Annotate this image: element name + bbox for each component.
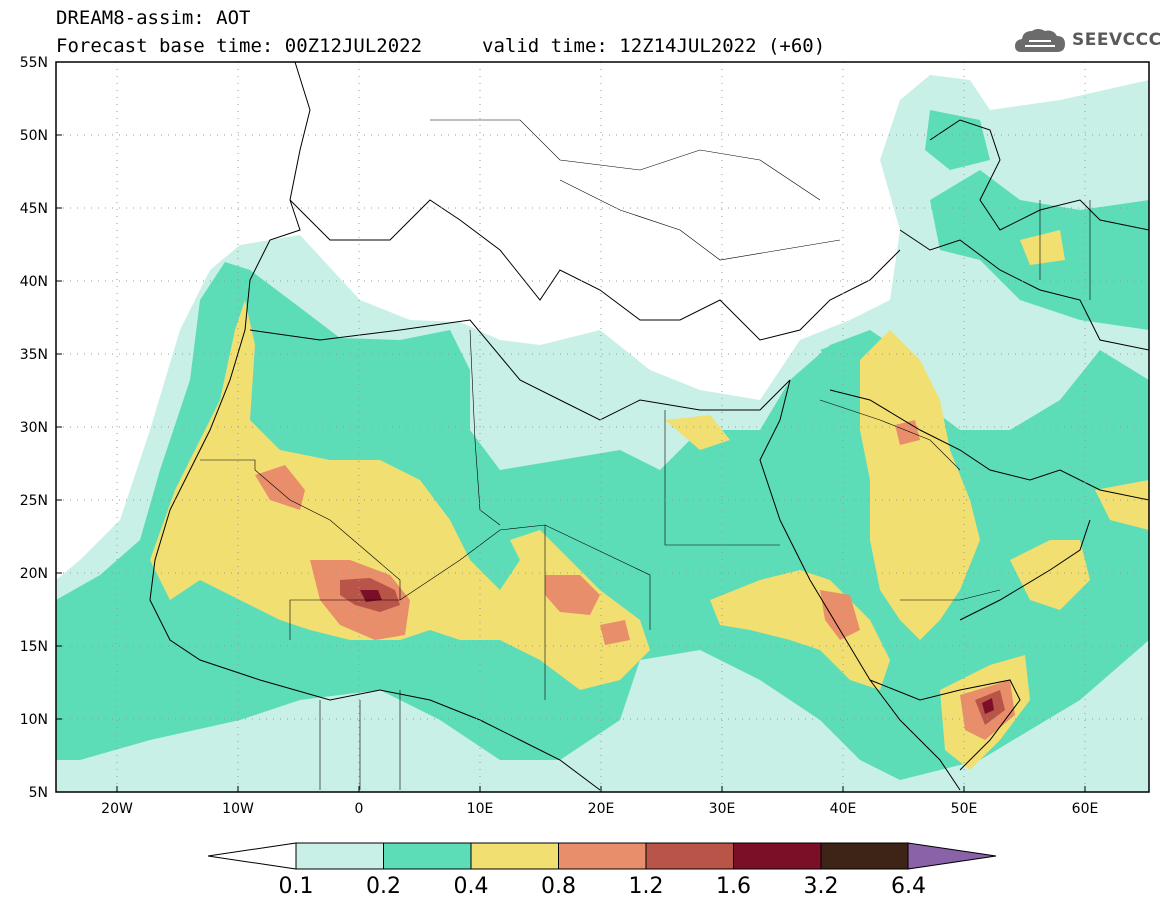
lon-label-20w: 20W — [101, 801, 133, 817]
longitude-labels: 20W 10W 0 10E 20E 30E 40E 50E 60E — [101, 801, 1098, 817]
colorbar-label: 6.4 — [891, 874, 926, 899]
lon-label-10e: 10E — [467, 801, 494, 817]
colorbar-labels: 0.1 0.2 0.4 0.8 1.2 1.6 3.2 6.4 — [279, 874, 927, 899]
map-title: DREAM8-assim: AOT — [56, 7, 251, 29]
colorbar-box-5 — [645, 842, 734, 870]
lat-label-40n: 40N — [20, 274, 48, 290]
cloud-icon — [1015, 29, 1065, 52]
aot-level-1-6 — [360, 590, 994, 714]
colorbar-label: 3.2 — [804, 874, 839, 899]
lat-label-25n: 25N — [20, 493, 48, 509]
lat-label-15n: 15N — [20, 639, 48, 655]
colorbar-label: 0.4 — [454, 874, 489, 899]
lon-label-40e: 40E — [830, 801, 857, 817]
colorbar-box-3 — [470, 842, 559, 870]
seevccc-logo — [1015, 29, 1065, 52]
colorbar-box-2 — [383, 842, 472, 870]
axis-ticks — [56, 134, 1086, 792]
colorbar-low-arrow — [207, 842, 297, 870]
graticule — [56, 62, 1149, 792]
lon-label-20e: 20E — [588, 801, 615, 817]
lat-label-20n: 20N — [20, 566, 48, 582]
colorbar-high-arrow — [907, 842, 997, 870]
colorbar-label: 0.2 — [366, 874, 401, 899]
coastlines — [149, 62, 1149, 791]
lat-label-30n: 30N — [20, 420, 48, 436]
logo-text: SEEVCCC — [1072, 30, 1162, 50]
valid-time: valid time: 12Z14JUL2022 (+60) — [482, 35, 826, 57]
lon-label-60e: 60E — [1072, 801, 1099, 817]
colorbar-label: 1.6 — [716, 874, 751, 899]
lon-label-10w: 10W — [222, 801, 254, 817]
colorbar — [207, 842, 997, 870]
lon-label-30e: 30E — [709, 801, 736, 817]
lat-label-50n: 50N — [20, 128, 48, 144]
colorbar-label: 1.2 — [629, 874, 664, 899]
lon-label-0: 0 — [355, 801, 364, 817]
country-borders — [200, 119, 1091, 790]
lat-label-10n: 10N — [20, 712, 48, 728]
colorbar-box-6 — [733, 842, 822, 870]
forecast-base-time: Forecast base time: 00Z12JUL2022 — [56, 35, 423, 57]
colorbar-box-7 — [820, 842, 909, 870]
lat-label-5n: 5N — [29, 785, 48, 801]
lat-label-35n: 35N — [20, 347, 48, 363]
aot-shading — [56, 62, 1149, 792]
colorbar-box-1 — [295, 842, 384, 870]
colorbar-box-4 — [558, 842, 647, 870]
lat-label-55n: 55N — [20, 55, 48, 71]
colorbar-label: 0.1 — [279, 874, 314, 899]
colorbar-label: 0.8 — [541, 874, 576, 899]
lon-label-50e: 50E — [951, 801, 978, 817]
lat-label-45n: 45N — [20, 201, 48, 217]
latitude-labels: 55N 50N 45N 40N 35N 30N 25N 20N 15N 10N … — [20, 55, 48, 801]
